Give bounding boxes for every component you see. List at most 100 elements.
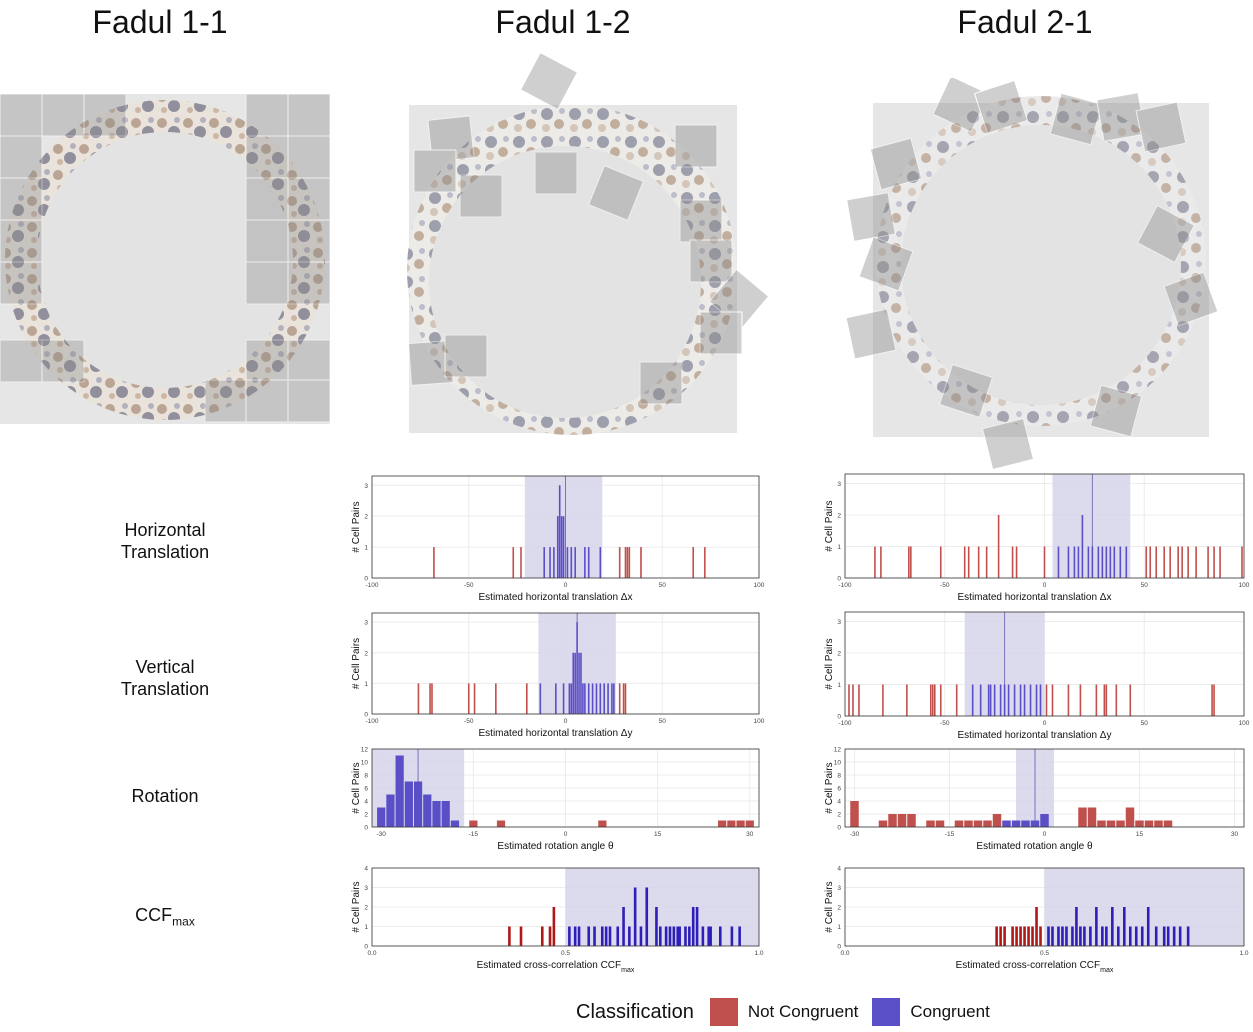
x-tick-label: -30 — [850, 831, 860, 838]
congruent-bar — [709, 926, 712, 946]
y-tick-label: 2 — [364, 514, 368, 521]
x-tick-label: -50 — [464, 582, 474, 589]
x-tick-label: 30 — [1231, 831, 1239, 838]
not-congruent-bar — [1149, 546, 1152, 578]
plot-frame — [844, 748, 1245, 828]
x-tick-label: -30 — [377, 831, 387, 838]
y-tick-label: 3 — [837, 619, 841, 626]
not-congruent-bar — [618, 683, 621, 714]
not-congruent-bar — [929, 684, 932, 716]
congruent-bar — [1172, 926, 1176, 946]
congruent-band — [565, 868, 759, 946]
not-congruent-bar — [1027, 926, 1030, 946]
y-tick-label: 2 — [364, 812, 368, 819]
row-label-ccf-sub: max — [172, 914, 195, 929]
not-congruent-bar — [598, 820, 607, 827]
not-congruent-bar — [1211, 684, 1213, 716]
congruent-bar — [580, 652, 582, 714]
congruent-bar — [691, 907, 695, 946]
not-congruent-bar — [417, 683, 420, 714]
y-tick-label: 2 — [837, 812, 841, 819]
legend: Classification Not Congruent Congruent — [576, 996, 1004, 1028]
congruent-bar — [701, 926, 705, 946]
x-tick-label: 50 — [1141, 582, 1149, 589]
scan-image-fadul-2-1 — [845, 78, 1219, 470]
not-congruent-bar — [1129, 684, 1132, 716]
congruent-bar — [1013, 684, 1016, 716]
congruent-bar — [1073, 546, 1076, 578]
congruent-bar — [1003, 684, 1006, 716]
not-congruent-bar — [1145, 546, 1148, 578]
not-congruent-bar — [622, 683, 625, 714]
x-tick-label: -100 — [838, 720, 851, 727]
legend-swatch-not-congruent — [709, 998, 738, 1026]
not-congruent-bar — [1015, 546, 1018, 578]
y-tick-label: 4 — [364, 866, 368, 873]
not-congruent-bar — [1045, 684, 1048, 716]
x-tick-label: -50 — [464, 718, 474, 725]
not-congruent-bar — [1169, 546, 1171, 578]
not-congruent-bar — [997, 514, 1000, 578]
congruent-bar — [1117, 926, 1120, 946]
congruent-bar — [730, 926, 734, 946]
congruent-bar — [1178, 926, 1182, 946]
x-axis-label: Estimated horizontal translation Δx — [479, 592, 633, 603]
not-congruent-bar — [473, 683, 476, 714]
legend-label-not-congruent: Not Congruent — [747, 1002, 859, 1021]
congruent-bar — [1035, 684, 1038, 716]
y-tick-label: 0 — [364, 576, 368, 583]
x-tick-label: 0 — [564, 582, 568, 589]
not-congruent-bar — [628, 547, 631, 578]
y-tick-label: 1 — [364, 545, 368, 552]
x-tick-label: -50 — [940, 582, 950, 589]
congruent-bar — [578, 652, 580, 714]
congruent-bar — [560, 516, 563, 578]
x-tick-label: -15 — [945, 831, 955, 838]
y-tick-label: 0 — [364, 944, 368, 951]
congruent-band — [1044, 868, 1244, 946]
not-congruent-bar — [933, 684, 936, 716]
not-congruent-bar — [495, 683, 497, 714]
congruent-bar — [676, 926, 680, 946]
row-label-horizontal-line1: Horizontal — [124, 520, 206, 540]
y-tick-label: 0 — [837, 825, 841, 832]
congruent-bar — [386, 794, 395, 827]
congruent-bar — [1166, 926, 1170, 946]
y-tick-label: 1 — [837, 544, 841, 551]
congruent-bar — [993, 684, 996, 716]
row-label-ccf-main: CCF — [135, 905, 173, 925]
congruent-bar — [989, 684, 992, 716]
plot-frame — [371, 867, 760, 947]
congruent-bar — [979, 684, 982, 716]
x-tick-label: 0 — [564, 831, 568, 838]
congruent-bar — [587, 926, 591, 946]
y-tick-label: 12 — [361, 747, 369, 754]
legend-item-not-congruent: Not Congruent — [709, 998, 859, 1026]
plot-frame — [371, 748, 760, 828]
not-congruent-bar — [1115, 684, 1118, 716]
not-congruent-bar — [540, 926, 544, 946]
plot-frame — [844, 867, 1245, 947]
congruent-bar — [684, 926, 687, 946]
congruent-bar — [1057, 546, 1060, 578]
congruent-bar — [1125, 546, 1128, 578]
x-axis-label: Estimated cross-correlation CCFmax — [477, 960, 635, 974]
y-tick-label: 12 — [834, 747, 842, 754]
congruent-bar — [562, 683, 565, 714]
not-congruent-bar — [888, 814, 897, 827]
y-tick-label: 3 — [364, 885, 368, 892]
congruent-bar — [633, 887, 637, 946]
congruent-bar — [1039, 684, 1042, 716]
y-tick-label: 2 — [837, 650, 841, 657]
legend-swatch-congruent — [872, 998, 901, 1026]
congruent-bar — [568, 683, 571, 714]
x-tick-label: 0 — [564, 718, 568, 725]
congruent-bar — [1123, 907, 1126, 946]
y-axis-label: # Cell Pairs — [824, 638, 835, 689]
y-axis-label: # Cell Pairs — [351, 501, 362, 552]
congruent-bar — [574, 652, 576, 714]
not-congruent-bar — [874, 546, 876, 578]
y-tick-label: 8 — [837, 773, 841, 780]
not-congruent-bar — [1125, 807, 1135, 827]
congruent-bar — [1140, 926, 1144, 946]
